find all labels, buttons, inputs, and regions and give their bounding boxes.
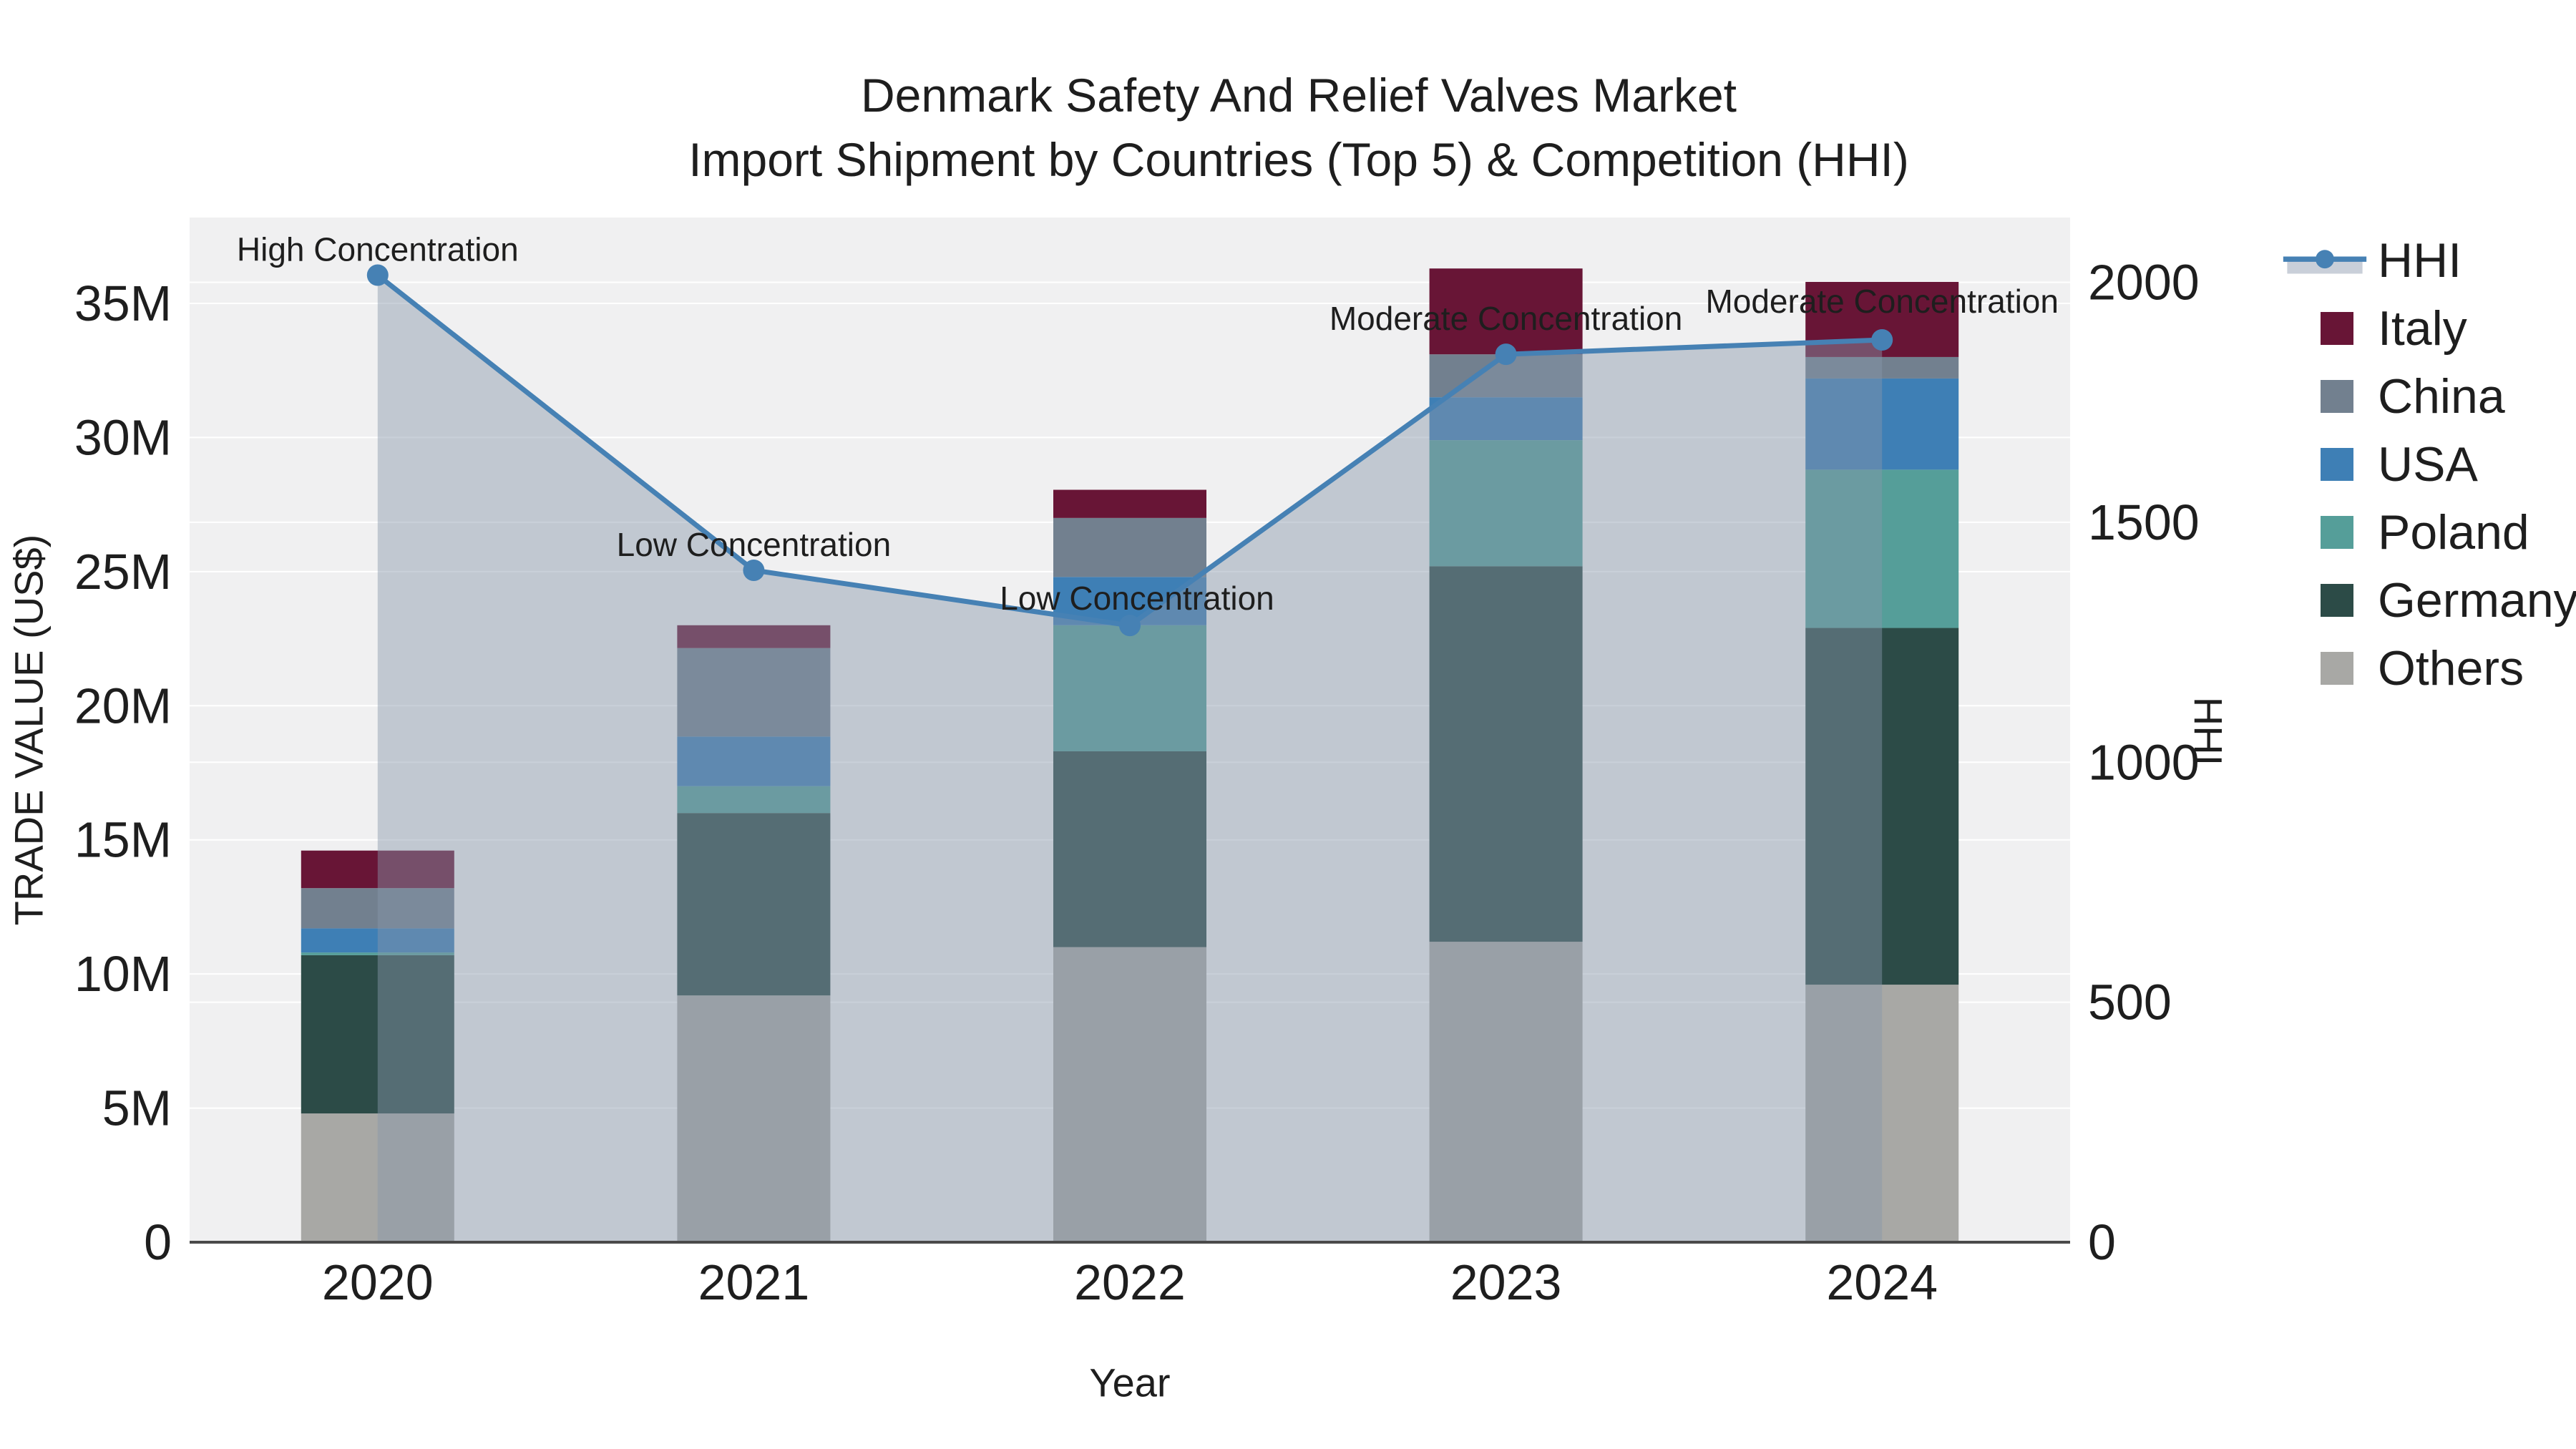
annotation-2020: High Concentration (237, 230, 519, 268)
legend-item-hhi[interactable]: HHI (2283, 226, 2576, 294)
bar-segment-2020-others[interactable] (301, 1113, 454, 1242)
bar-segment-2023-italy[interactable] (1429, 268, 1583, 355)
hhi-marker-2023[interactable] (1495, 343, 1517, 366)
bar-segment-2021-germany[interactable] (677, 813, 831, 996)
bar-segment-2020-italy[interactable] (301, 850, 454, 889)
legend-label: Germany (2378, 572, 2576, 628)
bar-segment-2024-usa[interactable] (1805, 378, 1959, 470)
legend-label: USA (2378, 436, 2478, 492)
bar-segment-2022-china[interactable] (1053, 517, 1206, 577)
bar-segment-2024-poland[interactable] (1805, 469, 1959, 628)
y-left-tick-15M: 15M (74, 812, 172, 868)
hhi-line-swatch-icon (2283, 249, 2367, 273)
bar-segment-2022-others[interactable] (1053, 947, 1206, 1242)
y-left-tick-5M: 5M (102, 1080, 172, 1136)
legend-label: Others (2378, 640, 2524, 696)
bar-segment-2024-others[interactable] (1805, 985, 1959, 1242)
hhi-marker-2021[interactable] (743, 559, 765, 581)
italy-swatch-icon (2321, 311, 2353, 345)
chart-title-line1: Denmark Safety And Relief Valves Market (861, 69, 1737, 122)
legend-label: HHI (2378, 233, 2462, 288)
bar-segment-2023-usa[interactable] (1429, 397, 1583, 441)
bar-segment-2020-china[interactable] (301, 888, 454, 929)
legend-item-poland[interactable]: Poland (2321, 498, 2576, 566)
y-right-tick-0: 0 (2088, 1214, 2116, 1270)
x-tick-2024: 2024 (1826, 1254, 1938, 1310)
bar-segment-2020-usa[interactable] (301, 928, 454, 953)
hhi-marker-2022[interactable] (1119, 615, 1141, 637)
bar-segment-2022-italy[interactable] (1053, 489, 1206, 518)
legend-item-italy[interactable]: Italy (2321, 294, 2576, 362)
legend-item-china[interactable]: China (2321, 362, 2576, 430)
x-axis-title: Year (1089, 1360, 1171, 1405)
legend-item-others[interactable]: Others (2321, 634, 2576, 702)
legend-item-usa[interactable]: USA (2321, 430, 2576, 498)
annotation-2024: Moderate Concentration (1705, 283, 2059, 320)
bar-segment-2023-others[interactable] (1429, 942, 1583, 1242)
legend-label: Italy (2378, 301, 2467, 356)
x-tick-2023: 2023 (1450, 1254, 1562, 1310)
usa-swatch-icon (2321, 447, 2353, 481)
poland-swatch-icon (2321, 515, 2353, 549)
y-left-tick-35M: 35M (74, 275, 172, 331)
y-right-tick-2000: 2000 (2088, 255, 2200, 311)
y-right-tick-1000: 1000 (2088, 734, 2200, 790)
bar-segment-2021-poland[interactable] (677, 786, 831, 814)
x-tick-2020: 2020 (322, 1254, 434, 1310)
annotation-2021: Low Concentration (617, 526, 892, 563)
y-axis-left-title: TRADE VALUE (US$) (6, 534, 52, 926)
hhi-marker-2024[interactable] (1871, 329, 1893, 351)
bar-segment-2020-germany[interactable] (301, 955, 454, 1114)
annotation-2022: Low Concentration (1000, 580, 1274, 617)
bar-segment-2022-poland[interactable] (1053, 625, 1206, 751)
legend-label: Poland (2378, 504, 2529, 560)
legend-label: China (2378, 369, 2505, 424)
bar-segment-2021-usa[interactable] (677, 736, 831, 786)
hhi-area-fill (377, 275, 1883, 1243)
bar-segment-2021-china[interactable] (677, 648, 831, 737)
y-axis-right-title: HHI (2185, 696, 2231, 766)
annotation-2023: Moderate Concentration (1330, 300, 1683, 337)
y-right-tick-1500: 1500 (2088, 494, 2200, 550)
bar-segment-2023-germany[interactable] (1429, 566, 1583, 942)
y-left-tick-0: 0 (144, 1214, 172, 1270)
y-left-tick-20M: 20M (74, 678, 172, 733)
y-left-tick-25M: 25M (74, 544, 172, 600)
bar-segment-2024-germany[interactable] (1805, 628, 1959, 985)
bar-segment-2021-italy[interactable] (677, 625, 831, 648)
bar-segment-2023-poland[interactable] (1429, 440, 1583, 567)
others-swatch-icon (2321, 651, 2353, 685)
chart-title: Denmark Safety And Relief Valves Market … (688, 63, 1909, 192)
bar-segment-2020-poland[interactable] (301, 952, 454, 955)
germany-swatch-icon (2321, 583, 2353, 617)
x-tick-2021: 2021 (698, 1254, 810, 1310)
legend-item-germany[interactable]: Germany (2321, 566, 2576, 634)
chart-title-line2: Import Shipment by Countries (Top 5) & C… (688, 133, 1909, 186)
bar-segment-2022-germany[interactable] (1053, 751, 1206, 947)
hhi-marker-2020[interactable] (366, 264, 389, 286)
y-left-tick-30M: 30M (74, 409, 172, 465)
x-tick-2022: 2022 (1074, 1254, 1186, 1310)
bar-segment-2024-china[interactable] (1805, 356, 1959, 379)
china-swatch-icon (2321, 379, 2353, 413)
bar-segment-2021-others[interactable] (677, 995, 831, 1242)
legend: HHI Italy China USA Poland Germany Others (2283, 226, 2576, 702)
y-left-tick-10M: 10M (74, 946, 172, 1002)
y-right-tick-500: 500 (2088, 975, 2172, 1030)
